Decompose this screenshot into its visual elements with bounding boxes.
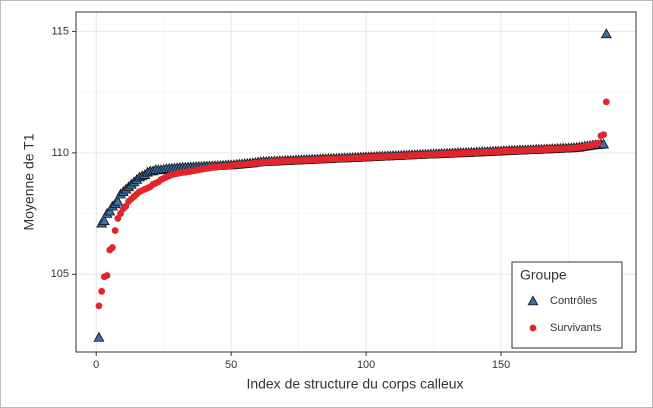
point-triangle	[104, 205, 116, 216]
legend-title: Groupe	[520, 267, 567, 283]
grid	[76, 12, 636, 352]
point-circle	[529, 324, 537, 332]
x-tick-label: 50	[225, 359, 237, 371]
legend-label: Contrôles	[550, 295, 598, 307]
points	[93, 28, 612, 342]
panel-border	[75, 11, 637, 353]
point-circle	[109, 244, 116, 251]
y-tick-label: 110	[51, 147, 69, 159]
point-circle	[98, 287, 106, 295]
x-tick-label: 100	[357, 359, 375, 371]
point-circle	[95, 302, 103, 310]
point-triangle	[93, 331, 105, 342]
point-circle	[600, 131, 608, 139]
point-circle	[594, 139, 602, 147]
y-axis-label: Moyenne de T1	[21, 133, 37, 230]
point-triangle	[112, 195, 124, 206]
point-circle	[103, 272, 111, 279]
legend: Groupe Contrôles Survivants	[511, 261, 623, 349]
legend-label: Survivants	[550, 322, 602, 334]
x-axis-label: Index de structure du corps calleux	[246, 376, 463, 392]
y-tick-label: 115	[51, 25, 69, 37]
point-triangle	[527, 295, 539, 306]
y-tick-label: 105	[51, 268, 69, 280]
point-triangle	[98, 215, 110, 226]
point-circle	[602, 98, 610, 106]
x-tick-label: 0	[93, 359, 99, 371]
x-tick-label: 150	[492, 359, 510, 371]
point-triangle	[600, 28, 612, 39]
point-circle	[111, 227, 119, 234]
